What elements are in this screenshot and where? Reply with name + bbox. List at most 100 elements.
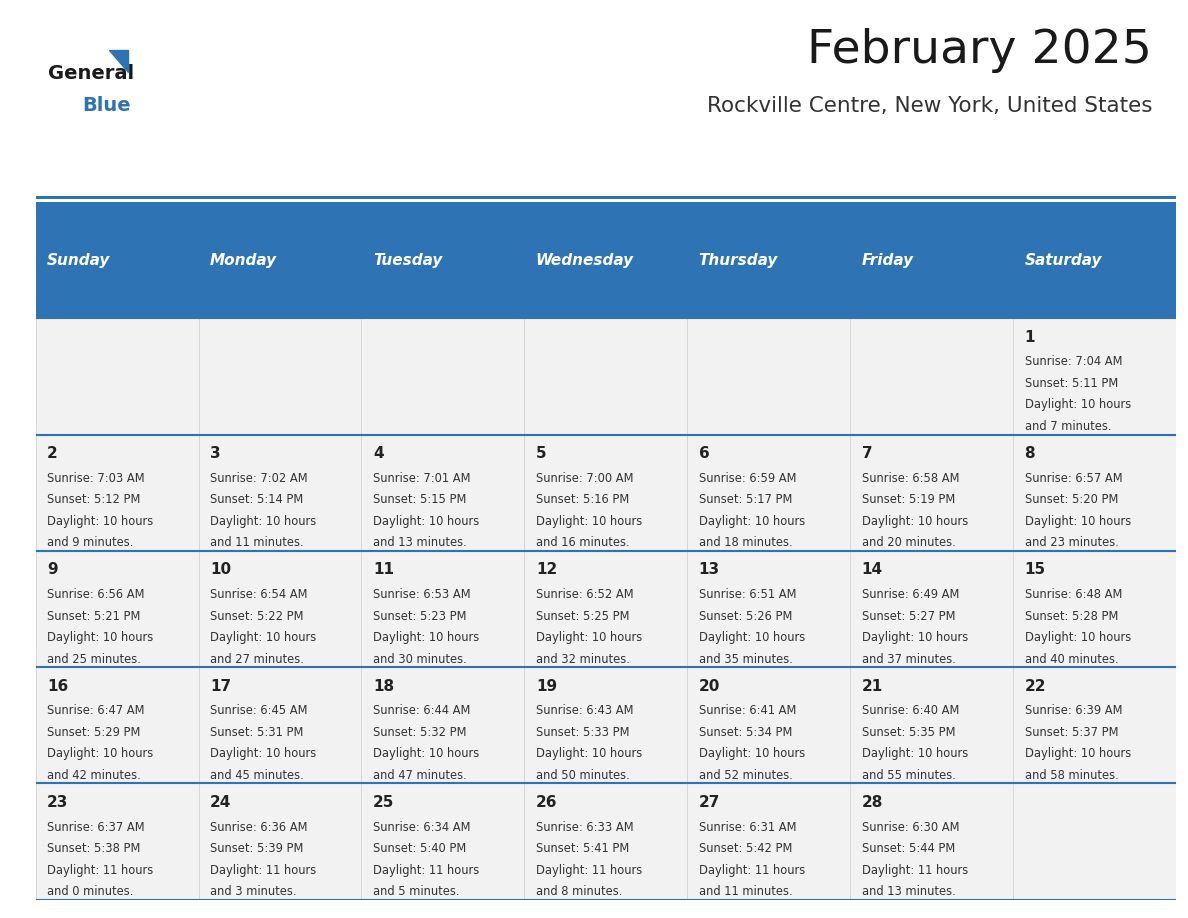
Bar [361, 202, 524, 319]
Bar [688, 551, 851, 667]
Text: Sunrise: 6:48 AM: Sunrise: 6:48 AM [1024, 588, 1121, 601]
Text: Sunrise: 7:00 AM: Sunrise: 7:00 AM [536, 472, 633, 485]
Text: Sunrise: 6:56 AM: Sunrise: 6:56 AM [48, 588, 145, 601]
Text: Sunset: 5:15 PM: Sunset: 5:15 PM [373, 493, 466, 506]
Bar [361, 783, 524, 900]
Text: and 37 minutes.: and 37 minutes. [861, 653, 955, 666]
Text: 22: 22 [1024, 678, 1047, 694]
Text: Sunrise: 6:58 AM: Sunrise: 6:58 AM [861, 472, 959, 485]
Text: Sunrise: 7:02 AM: Sunrise: 7:02 AM [210, 472, 308, 485]
Text: and 40 minutes.: and 40 minutes. [1024, 653, 1118, 666]
Bar [361, 434, 524, 551]
Text: and 11 minutes.: and 11 minutes. [210, 536, 304, 549]
Text: Sunrise: 6:54 AM: Sunrise: 6:54 AM [210, 588, 308, 601]
Bar [361, 319, 524, 434]
Text: and 11 minutes.: and 11 minutes. [699, 885, 792, 898]
Text: Sunset: 5:11 PM: Sunset: 5:11 PM [1024, 377, 1118, 390]
Bar [1013, 202, 1176, 319]
Bar [198, 783, 361, 900]
Bar [1013, 783, 1176, 900]
Text: Daylight: 11 hours: Daylight: 11 hours [861, 864, 968, 877]
Text: Daylight: 10 hours: Daylight: 10 hours [48, 631, 153, 644]
Text: Sunset: 5:17 PM: Sunset: 5:17 PM [699, 493, 792, 506]
Text: Daylight: 10 hours: Daylight: 10 hours [210, 747, 316, 760]
Text: Sunrise: 6:47 AM: Sunrise: 6:47 AM [48, 704, 145, 717]
Bar [198, 202, 361, 319]
Text: and 16 minutes.: and 16 minutes. [536, 536, 630, 549]
Bar [688, 783, 851, 900]
Text: and 27 minutes.: and 27 minutes. [210, 653, 304, 666]
Text: 6: 6 [699, 446, 709, 461]
Bar [688, 202, 851, 319]
Text: and 50 minutes.: and 50 minutes. [536, 768, 630, 782]
Text: 21: 21 [861, 678, 883, 694]
Bar [524, 551, 688, 667]
Text: General: General [48, 64, 133, 84]
Text: Sunset: 5:27 PM: Sunset: 5:27 PM [861, 610, 955, 622]
Text: Sunrise: 6:59 AM: Sunrise: 6:59 AM [699, 472, 796, 485]
Bar [36, 202, 198, 319]
Text: 4: 4 [373, 446, 384, 461]
Text: Daylight: 10 hours: Daylight: 10 hours [861, 747, 968, 760]
Text: 26: 26 [536, 795, 557, 810]
Text: Sunrise: 6:36 AM: Sunrise: 6:36 AM [210, 821, 308, 834]
Text: and 42 minutes.: and 42 minutes. [48, 768, 141, 782]
Text: Sunrise: 7:03 AM: Sunrise: 7:03 AM [48, 472, 145, 485]
Text: Monday: Monday [210, 252, 277, 268]
Text: 28: 28 [861, 795, 883, 810]
Text: Sunrise: 6:44 AM: Sunrise: 6:44 AM [373, 704, 470, 717]
Text: and 47 minutes.: and 47 minutes. [373, 768, 467, 782]
Text: and 5 minutes.: and 5 minutes. [373, 885, 460, 898]
Text: Sunrise: 7:01 AM: Sunrise: 7:01 AM [373, 472, 470, 485]
Bar [36, 319, 198, 434]
Text: Rockville Centre, New York, United States: Rockville Centre, New York, United State… [707, 96, 1152, 117]
Text: Sunset: 5:22 PM: Sunset: 5:22 PM [210, 610, 303, 622]
Text: Daylight: 10 hours: Daylight: 10 hours [210, 515, 316, 528]
Text: Sunrise: 6:45 AM: Sunrise: 6:45 AM [210, 704, 308, 717]
Text: Sunset: 5:38 PM: Sunset: 5:38 PM [48, 842, 140, 855]
Text: Sunset: 5:23 PM: Sunset: 5:23 PM [373, 610, 467, 622]
Text: 13: 13 [699, 563, 720, 577]
Bar [851, 319, 1013, 434]
Bar [36, 667, 198, 783]
Text: Sunset: 5:31 PM: Sunset: 5:31 PM [210, 726, 303, 739]
Text: Friday: Friday [861, 252, 914, 268]
Text: Sunrise: 7:04 AM: Sunrise: 7:04 AM [1024, 355, 1123, 368]
Text: Daylight: 10 hours: Daylight: 10 hours [861, 515, 968, 528]
Text: Saturday: Saturday [1024, 252, 1102, 268]
Text: 2: 2 [48, 446, 58, 461]
Text: Sunrise: 6:49 AM: Sunrise: 6:49 AM [861, 588, 959, 601]
Text: 9: 9 [48, 563, 58, 577]
Bar [688, 434, 851, 551]
Text: Sunset: 5:28 PM: Sunset: 5:28 PM [1024, 610, 1118, 622]
Text: Daylight: 11 hours: Daylight: 11 hours [48, 864, 153, 877]
Text: Sunrise: 6:31 AM: Sunrise: 6:31 AM [699, 821, 796, 834]
Text: 24: 24 [210, 795, 232, 810]
Text: and 18 minutes.: and 18 minutes. [699, 536, 792, 549]
Text: Daylight: 10 hours: Daylight: 10 hours [536, 747, 642, 760]
Text: Sunrise: 6:30 AM: Sunrise: 6:30 AM [861, 821, 959, 834]
Text: Sunset: 5:39 PM: Sunset: 5:39 PM [210, 842, 303, 855]
Bar [198, 551, 361, 667]
Text: Daylight: 10 hours: Daylight: 10 hours [373, 747, 479, 760]
Text: Sunrise: 6:37 AM: Sunrise: 6:37 AM [48, 821, 145, 834]
Text: 8: 8 [1024, 446, 1035, 461]
Text: Sunset: 5:32 PM: Sunset: 5:32 PM [373, 726, 467, 739]
Text: and 3 minutes.: and 3 minutes. [210, 885, 297, 898]
Text: February 2025: February 2025 [808, 28, 1152, 73]
Text: Sunrise: 6:34 AM: Sunrise: 6:34 AM [373, 821, 470, 834]
Bar [36, 434, 198, 551]
Text: 11: 11 [373, 563, 394, 577]
Text: 18: 18 [373, 678, 394, 694]
Text: and 0 minutes.: and 0 minutes. [48, 885, 133, 898]
Text: and 23 minutes.: and 23 minutes. [1024, 536, 1118, 549]
Text: 7: 7 [861, 446, 872, 461]
Bar [524, 319, 688, 434]
Text: 3: 3 [210, 446, 221, 461]
Text: Sunset: 5:42 PM: Sunset: 5:42 PM [699, 842, 792, 855]
Text: Daylight: 10 hours: Daylight: 10 hours [536, 515, 642, 528]
Bar [1013, 319, 1176, 434]
Text: 10: 10 [210, 563, 232, 577]
Text: 19: 19 [536, 678, 557, 694]
Text: Tuesday: Tuesday [373, 252, 442, 268]
